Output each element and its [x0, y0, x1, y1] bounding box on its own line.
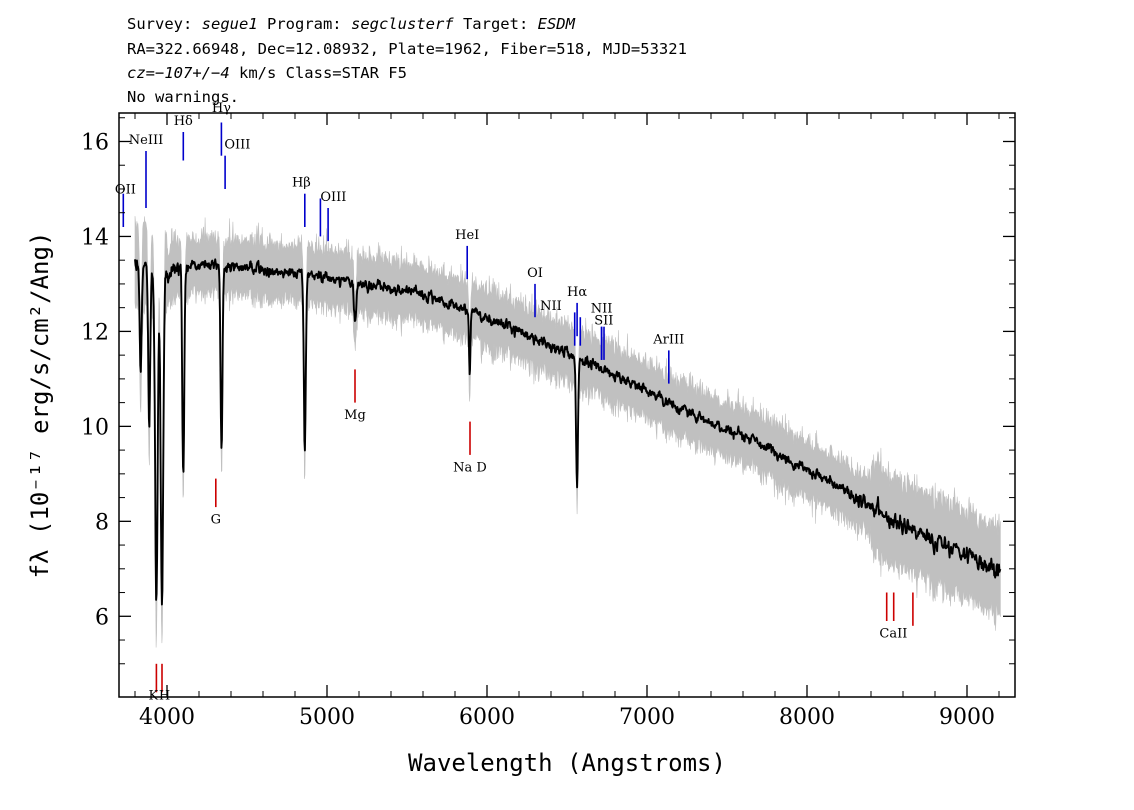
plot-area: OIINeIIIHδHγOIIIHβOIIIHeIOINIIHαNIISIIAr…	[81, 101, 1016, 730]
emission-line-label: NeIII	[129, 133, 163, 148]
header-line-coordinates: RA=322.66948, Dec=12.08932, Plate=1962, …	[127, 40, 687, 58]
x-tick-label: 6000	[459, 705, 515, 730]
spectrum-header: Survey: segue1 Program: segclusterf Targ…	[127, 15, 687, 106]
emission-line-label: Hβ	[292, 176, 311, 191]
x-tick-label: 7000	[619, 705, 675, 730]
x-tick-label: 8000	[779, 705, 835, 730]
absorption-line-label: H	[159, 688, 170, 703]
x-tick-label: 4000	[139, 705, 195, 730]
emission-line-label: OIII	[320, 190, 346, 205]
y-axis-label: fλ (10⁻¹⁷ erg/s/cm²/Ang)	[26, 232, 54, 579]
absorption-line-label: CaII	[879, 627, 907, 642]
emission-line-label: OIII	[224, 138, 250, 153]
header-survey-part: Program:	[258, 15, 351, 33]
emission-line-label: ArIII	[652, 332, 684, 347]
header-survey-part: segclusterf	[351, 15, 454, 33]
absorption-line-label: G	[211, 513, 221, 528]
emission-line-label: OII	[115, 183, 136, 198]
emission-line-label: Hα	[567, 285, 587, 300]
error-band	[134, 216, 1001, 648]
x-axis-label: Wavelength (Angstroms)	[408, 749, 726, 777]
header-redshift-part: km/s Class=STAR F5	[230, 64, 407, 82]
plot-frame	[118, 112, 1016, 698]
y-tick-label: 16	[81, 130, 109, 155]
header-line-survey: Survey: segue1 Program: segclusterf Targ…	[127, 15, 576, 33]
header-line-warnings: No warnings.	[127, 88, 239, 106]
header-survey-part: ESDM	[538, 15, 576, 33]
emission-line-label: HeI	[455, 228, 479, 243]
absorption-line-label: K	[149, 688, 159, 703]
x-tick-label: 5000	[299, 705, 355, 730]
emission-line-label: OI	[527, 266, 543, 281]
emission-line-label: NII	[591, 301, 613, 316]
y-tick-label: 10	[81, 415, 109, 440]
y-tick-label: 12	[81, 320, 109, 345]
flux-series-line	[134, 258, 1002, 606]
emission-line-label: Hγ	[212, 101, 231, 116]
y-tick-label: 6	[95, 605, 109, 630]
y-tick-label: 14	[81, 225, 109, 250]
emission-line-label: SII	[594, 313, 613, 328]
header-survey-part: segue1	[202, 15, 258, 33]
emission-line-label: Hδ	[174, 114, 193, 129]
header-line-redshift: cz=−107+/−4 km/s Class=STAR F5	[127, 64, 407, 82]
emission-line-label: NII	[540, 299, 562, 314]
header-redshift-part: cz=−107+/−4	[127, 64, 230, 82]
x-tick-label: 9000	[939, 705, 995, 730]
absorption-line-label: Mg	[344, 408, 366, 423]
header-survey-part: Target:	[454, 15, 538, 33]
absorption-line-label: Na D	[453, 461, 487, 476]
header-survey-part: Survey:	[127, 15, 202, 33]
y-tick-label: 8	[95, 510, 109, 535]
